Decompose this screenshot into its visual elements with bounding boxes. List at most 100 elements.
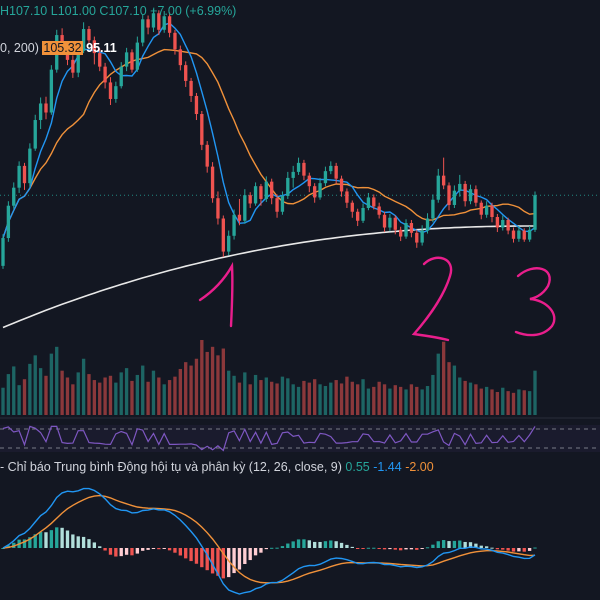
macd-hist-bar <box>151 548 156 549</box>
volume-bar <box>404 389 408 415</box>
volume-bar <box>210 346 215 415</box>
macd-hist-bar <box>425 547 430 549</box>
volume-bar <box>22 379 27 415</box>
candle-body <box>527 229 532 240</box>
macd-hist-bar <box>275 547 279 549</box>
volume-bar <box>490 389 494 415</box>
candle-body <box>517 230 521 239</box>
volume-bar <box>87 374 91 415</box>
macd-hist-bar <box>468 542 473 548</box>
volume-bar <box>366 388 371 415</box>
candle-body <box>221 218 225 252</box>
macd-hist-bar <box>372 547 376 549</box>
macd-hist-bar <box>323 541 328 548</box>
macd-hist-bar <box>474 543 478 548</box>
macd-hist-bar <box>452 540 457 548</box>
candle-body <box>393 217 397 230</box>
candle-body <box>49 69 54 113</box>
volume-bar <box>339 383 344 415</box>
macd-hist-bar <box>517 548 521 552</box>
volume-bar <box>135 374 140 415</box>
macd-hist-bar <box>377 548 381 549</box>
volume-bar <box>501 387 505 415</box>
candle-body <box>447 185 451 205</box>
macd-hist-bar <box>119 548 123 557</box>
macd-hist-bar <box>253 548 258 556</box>
candle-body <box>87 29 91 41</box>
candle-body <box>307 175 311 187</box>
volume-bar <box>511 392 516 415</box>
volume-bar <box>189 365 193 415</box>
macd-hist-bar <box>141 548 145 551</box>
macd-hist-bar <box>162 548 166 549</box>
volume-bar <box>484 386 489 415</box>
macd-hist-bar <box>221 548 225 579</box>
candle-body <box>92 40 97 54</box>
candle-body <box>200 114 204 145</box>
macd-hist-bar <box>114 548 118 557</box>
volume-bar <box>92 380 97 415</box>
candle-body <box>474 189 478 203</box>
macd-legend[interactable]: - Chỉ báo Trung bình Động hội tụ và phân… <box>0 460 434 474</box>
candle-body <box>388 217 392 228</box>
candle-body <box>135 42 140 70</box>
macd-hist-bar <box>232 548 236 574</box>
volume-bar <box>506 391 510 415</box>
volume-bar <box>1 387 5 415</box>
volume-bar <box>248 384 252 415</box>
candle-body <box>339 178 344 192</box>
volume-bar <box>264 377 268 415</box>
volume-bar <box>479 388 483 415</box>
volume-bar <box>517 389 521 415</box>
macd-hist-bar <box>205 548 209 571</box>
annotation-mark-2 <box>411 256 453 342</box>
macd-hist-bar <box>216 548 220 576</box>
volume-bar <box>441 341 446 415</box>
macd-hist-bar <box>356 548 360 549</box>
macd-hist-bar <box>189 548 193 562</box>
volume-bar <box>388 388 392 415</box>
volume-bar <box>65 377 70 415</box>
volume-bar <box>28 363 32 415</box>
macd-hist-bar <box>81 536 86 548</box>
macd-hist-bar <box>339 542 344 548</box>
volume-bar <box>447 362 451 415</box>
volume-bar <box>291 384 295 415</box>
macd-hist-bar <box>431 544 435 548</box>
volume-bar <box>323 386 328 415</box>
volume-bar <box>329 382 333 415</box>
volume-bar <box>377 381 381 415</box>
volume-bar <box>334 380 338 415</box>
candle-body <box>441 175 446 186</box>
annotation-mark-1 <box>198 261 234 328</box>
volume-bar <box>253 374 258 415</box>
candle-body <box>533 195 537 230</box>
macd-hist-bar <box>28 537 32 548</box>
volume-bar <box>431 374 435 415</box>
volume-bar <box>151 370 156 415</box>
candle-body <box>108 82 113 99</box>
candle-body <box>313 186 317 198</box>
volume-bar <box>12 366 16 415</box>
candle-body <box>141 19 145 43</box>
candle-body <box>114 86 118 99</box>
macd-hist-bar <box>420 548 424 549</box>
macd-hist-bar <box>259 548 263 553</box>
ma-legend[interactable]: 0, 200) 105.32 95.11 <box>0 41 117 55</box>
volume-bar <box>415 386 419 415</box>
macd-hist-bar <box>302 539 306 548</box>
macd-line <box>2 487 536 595</box>
candle-body <box>404 223 408 237</box>
candle-body <box>98 53 102 67</box>
macd-hist-bar <box>286 543 290 548</box>
candle-body <box>205 144 209 167</box>
macd-hist-bar <box>146 548 150 550</box>
volume-bar <box>98 382 102 415</box>
macd-hist-bar <box>527 548 532 551</box>
macd-hist-bar <box>103 548 107 551</box>
candle-body <box>146 19 150 28</box>
volume-bar <box>162 384 166 415</box>
candle-body <box>6 205 11 239</box>
macd-hist-bar <box>184 548 188 559</box>
